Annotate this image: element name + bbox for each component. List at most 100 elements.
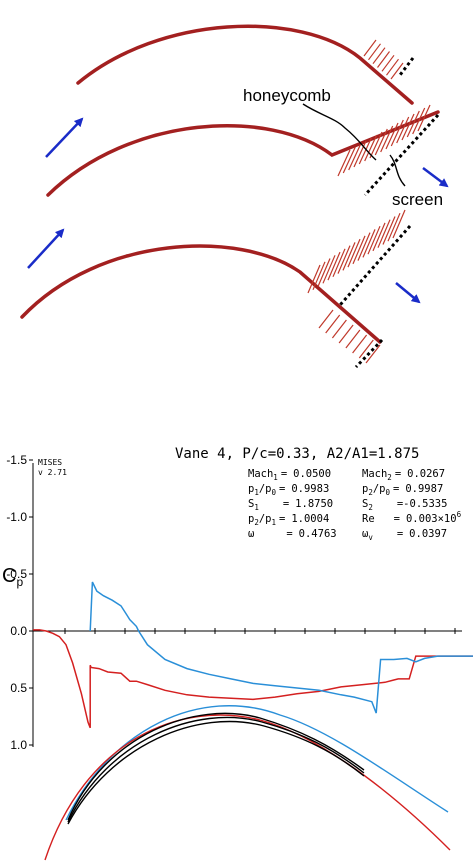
param-s1-name: S (248, 498, 254, 510)
y-axis-label-sub: p (16, 575, 23, 589)
cp-series-1 (89, 581, 473, 714)
param-omega-v: ωv = 0.0397 (362, 528, 447, 542)
honeycomb-line-45 (345, 329, 361, 349)
param-re-sup: 6 (457, 510, 462, 519)
honeycomb-leader (302, 103, 377, 161)
param-mach2: Mach2 = 0.0267 (362, 468, 445, 482)
honeycomb-line-5 (386, 58, 399, 76)
honeycomb-line-25 (317, 258, 331, 287)
param-s2-value: -0.5335 (403, 498, 447, 510)
param-p2p1: p2/p1 = 1.0004 (248, 513, 329, 527)
param-p1p0: p1/p0 = 0.9983 (248, 483, 329, 497)
honeycomb-line-34 (362, 229, 376, 258)
honeycomb-line-23 (307, 264, 321, 294)
screen-leader (389, 154, 406, 187)
param-p1p0-name: p (248, 483, 254, 495)
honeycomb-line-29 (337, 245, 351, 274)
honeycomb-line-33 (357, 232, 371, 261)
y-axis-ticks: -1.5 -1.0 -0.5 0.0 0.5 1.0 (6, 453, 33, 752)
param-omega-v-value: 0.0397 (409, 528, 447, 540)
honeycomb-line-48 (365, 344, 381, 364)
honeycomb-line-21 (412, 107, 426, 135)
param-mach2-name: Mach (362, 468, 387, 480)
program-version: v 2.71 (38, 468, 67, 477)
honeycomb-line-32 (352, 235, 366, 265)
honeycomb-line-24 (312, 261, 326, 291)
honeycomb-line-39 (387, 212, 401, 242)
honeycomb-line-0 (363, 39, 377, 57)
cp-series (33, 581, 473, 729)
screen-line-1 (398, 57, 415, 76)
cp-series-0 (33, 629, 473, 729)
screen-label: screen (392, 190, 443, 209)
param-p2p0-name2: /p (373, 483, 386, 495)
param-s2: S2 =-0.5335 (362, 498, 447, 512)
param-s2-name: S (362, 498, 368, 510)
honeycomb-line-42 (325, 314, 341, 334)
honeycomb-line-2 (372, 47, 386, 65)
honeycomb-line-8 (342, 146, 356, 174)
y-tick-label-5: 1.0 (10, 738, 27, 752)
param-mach1-value: 0.0500 (293, 468, 331, 480)
honeycomb-line-38 (382, 216, 396, 245)
honeycomb-line-13 (369, 131, 383, 159)
param-omega-name: ω (248, 528, 254, 540)
honeycomb (307, 39, 431, 364)
honeycomb-line-12 (364, 134, 378, 162)
param-omega-v-sub: v (368, 533, 373, 542)
y-axis-label-base: C (2, 565, 16, 587)
y-axis-label: Cp (2, 565, 23, 589)
honeycomb-line-27 (327, 251, 341, 281)
screen-line-2 (363, 113, 440, 197)
honeycomb-line-19 (401, 113, 415, 141)
param-p2p0-sub2: 0 (386, 488, 391, 497)
honeycomb-line-35 (367, 225, 381, 255)
param-mach1: Mach1 = 0.0500 (248, 468, 331, 482)
zero-line-ticks (64, 628, 456, 634)
honeycomb-line-28 (332, 248, 346, 278)
honeycomb-line-20 (406, 110, 420, 138)
airfoil-mean-line-3 (67, 720, 365, 825)
honeycomb-line-46 (352, 334, 368, 354)
vane-2 (46, 110, 440, 197)
param-mach2-sub: 2 (387, 473, 392, 482)
honeycomb-line-41 (318, 309, 334, 329)
honeycomb-line-6 (390, 62, 404, 80)
honeycomb-line-3 (377, 51, 390, 68)
param-p2p0-name: p (362, 483, 368, 495)
honeycomb-line-31 (347, 238, 361, 268)
screen-line-4 (354, 338, 384, 369)
honeycomb-line-10 (353, 140, 367, 168)
param-p2p0-value: 0.9987 (405, 483, 443, 495)
param-omega-value: 0.4763 (299, 528, 337, 540)
flow-arrow-outlet-1 (422, 167, 449, 188)
param-p2p1-sub2: 1 (272, 518, 277, 527)
vane-1 (76, 24, 414, 105)
param-p1p0-name2: /p (259, 483, 272, 495)
cp-plot: Vane 4, P/c=0.33, A2/A1=1.875 Mach1 = 0.05… (2, 446, 473, 861)
vane-3 (20, 244, 382, 344)
param-mach2-value: 0.0267 (407, 468, 445, 480)
param-p2p1-value: 1.0004 (291, 513, 329, 525)
honeycomb-line-1 (368, 43, 381, 61)
param-re: Re = 0.003×106 (362, 510, 462, 525)
airfoil-pressure-surface (44, 714, 451, 861)
param-s1-sub: 1 (254, 503, 259, 512)
flow-arrow-inlet-2 (27, 228, 65, 269)
param-re-name: Re (362, 513, 375, 525)
honeycomb-line-47 (358, 339, 374, 359)
param-p1p0-value: 0.9983 (291, 483, 329, 495)
honeycomb-line-16 (385, 122, 399, 150)
param-s1: S1 = 1.8750 (248, 498, 333, 512)
param-s1-value: 1.8750 (295, 498, 333, 510)
honeycomb-line-26 (322, 255, 336, 284)
honeycomb-line-30 (342, 242, 356, 271)
y-tick-label-0: -1.5 (6, 453, 27, 467)
param-p2p0: p2/p0 = 0.9987 (362, 483, 443, 497)
honeycomb-line-22 (417, 104, 431, 132)
airfoil-geometry (44, 705, 451, 861)
param-table: Mach1 = 0.0500 Mach2 = 0.0267 p1/p0 = 0.9983 p… (248, 468, 462, 542)
honeycomb-line-4 (381, 54, 395, 72)
honeycomb-line-40 (392, 209, 406, 239)
